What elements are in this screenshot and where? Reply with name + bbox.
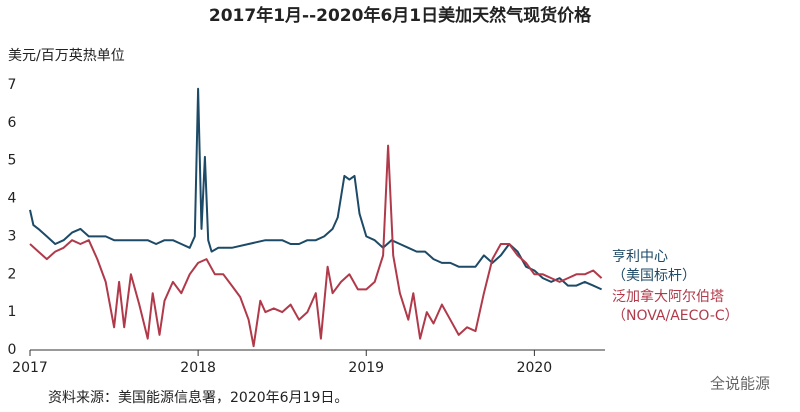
y-tick-label: 6 xyxy=(8,115,17,131)
y-tick-label: 1 xyxy=(8,304,17,320)
series-label: 亨利中心 xyxy=(612,248,668,265)
series-line xyxy=(29,87,603,291)
x-tick-label: 2020 xyxy=(517,360,553,376)
x-tick-label: 2018 xyxy=(180,360,216,376)
series-line xyxy=(29,144,603,348)
x-tick-label: 2017 xyxy=(12,360,48,376)
y-tick-label: 0 xyxy=(8,342,17,358)
y-tick-label: 4 xyxy=(8,191,17,207)
x-tick-label: 2019 xyxy=(348,360,384,376)
source: 资料来源：美国能源信息署，2020年6月19日。 xyxy=(48,389,348,406)
watermark: 全说能源 xyxy=(710,375,770,393)
y-tick-label: 3 xyxy=(8,228,17,244)
y-axis-label: 美元/百万英热单位 xyxy=(8,47,125,64)
chart-title: 2017年1月--2020年6月1日美加天然气现货价格 xyxy=(209,5,592,26)
series-label: （美国标杆） xyxy=(612,268,696,284)
y-tick-label: 2 xyxy=(8,266,17,282)
y-tick-label: 5 xyxy=(8,153,17,169)
series-label: 泛加拿大阿尔伯塔 xyxy=(612,288,724,305)
y-tick-label: 7 xyxy=(8,77,17,93)
series-label: （NOVA/AECO-C） xyxy=(612,308,739,324)
